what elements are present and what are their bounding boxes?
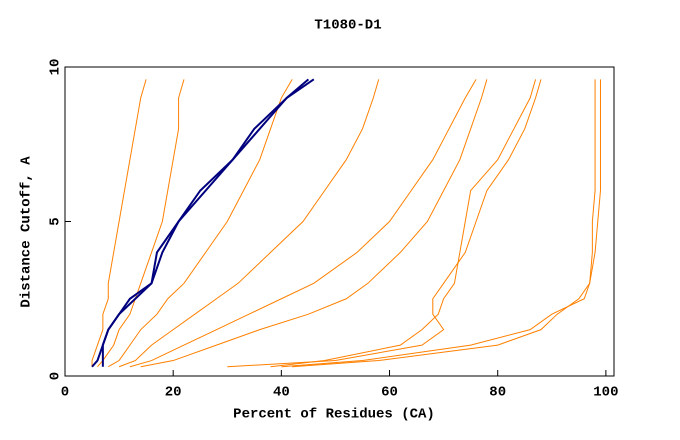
x-tick-label: 40 bbox=[273, 385, 290, 401]
x-axis-label: Percent of Residues (CA) bbox=[233, 407, 435, 423]
y-axis-label: Distance Cutoff, A bbox=[19, 156, 35, 308]
x-tick-label: 80 bbox=[489, 385, 506, 401]
series-line bbox=[140, 79, 488, 368]
chart-title: T1080-D1 bbox=[314, 18, 381, 34]
series-line bbox=[108, 79, 293, 368]
series-line bbox=[281, 79, 596, 368]
series-line bbox=[91, 79, 147, 367]
series-line bbox=[91, 78, 315, 368]
series-line bbox=[227, 79, 542, 368]
series-line bbox=[118, 79, 380, 368]
series-line bbox=[129, 79, 477, 368]
y-tick-label: 5 bbox=[48, 217, 64, 225]
y-tick-label: 10 bbox=[48, 59, 64, 76]
x-tick-label: 0 bbox=[61, 385, 69, 401]
series-line bbox=[292, 79, 601, 368]
x-tick-label: 100 bbox=[593, 385, 618, 401]
x-tick-label: 20 bbox=[165, 385, 182, 401]
series-line bbox=[270, 79, 537, 368]
y-tick-label: 0 bbox=[48, 372, 64, 380]
plot-frame bbox=[64, 66, 615, 377]
x-tick-label: 60 bbox=[381, 385, 398, 401]
series-line bbox=[97, 79, 185, 368]
